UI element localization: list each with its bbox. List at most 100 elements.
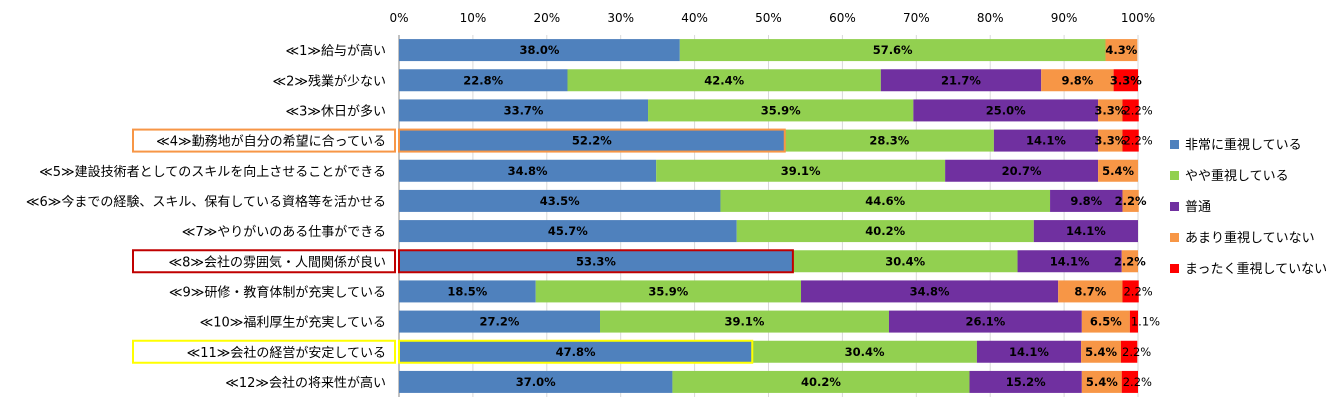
category-label: ≪10≫福利厚生が充実している (200, 315, 386, 331)
legend-swatch (1170, 264, 1179, 273)
data-label: 39.1% (781, 164, 821, 178)
bar-segment (600, 310, 889, 333)
category-label: ≪8≫会社の雰囲気・人間関係が良い (169, 254, 387, 270)
bar-segment (399, 69, 568, 92)
data-label: 37.0% (516, 375, 556, 389)
bar-segment (969, 370, 1082, 393)
data-label: 14.1% (1026, 134, 1066, 148)
bar-segment (1058, 280, 1123, 303)
x-tick-label: 50% (755, 11, 782, 25)
bar-segment (976, 340, 1082, 363)
bar-segment (648, 99, 914, 122)
bar-segment (945, 159, 1099, 182)
data-label: 42.4% (704, 73, 744, 87)
data-label: 18.5% (447, 284, 487, 298)
bar-segment (399, 99, 649, 122)
data-label: 53.3% (576, 254, 616, 268)
legend-label: 普通 (1185, 200, 1211, 215)
data-label: 40.2% (801, 375, 841, 389)
data-label: 14.1% (1050, 254, 1090, 268)
data-label: 35.9% (648, 284, 688, 298)
gridlines (398, 35, 1139, 397)
data-label: 5.4% (1085, 345, 1117, 359)
x-tick-label: 40% (681, 11, 708, 25)
data-label: 15.2% (1006, 375, 1046, 389)
data-label: 5.4% (1102, 164, 1134, 178)
bar-segment (399, 39, 680, 62)
data-label: 8.7% (1074, 284, 1106, 298)
bar-segment (1122, 129, 1139, 152)
data-label: 52.2% (572, 134, 612, 148)
x-tick-label: 10% (460, 11, 487, 25)
highlight-bar-box (398, 339, 754, 364)
bar-segment (1033, 220, 1138, 243)
x-tick-label: 60% (829, 11, 856, 25)
bar-segment (784, 129, 994, 152)
data-label: 30.4% (885, 254, 925, 268)
bar-segment (993, 129, 1099, 152)
bar-segment (672, 370, 970, 393)
data-label: 28.3% (869, 134, 909, 148)
highlight-label-box (132, 339, 396, 364)
bar-segment (1129, 310, 1138, 333)
category-label: ≪1≫給与が高い (286, 43, 387, 59)
category-label: ≪6≫今までの経験、スキル、保有している資格等を活かせる (26, 194, 386, 210)
data-label: 4.3% (1105, 43, 1137, 57)
category-label: ≪11≫会社の経営が安定している (187, 345, 386, 361)
bar-segment (1105, 39, 1138, 62)
highlight-label-box (132, 128, 396, 153)
bar-segment (1081, 340, 1122, 363)
bar-segment (399, 129, 785, 152)
bar-segment (1122, 189, 1139, 212)
bar-segment (1121, 340, 1138, 363)
data-label: 3.3% (1110, 73, 1142, 87)
data-label: 14.1% (1009, 345, 1049, 359)
x-tick-label: 90% (1051, 11, 1078, 25)
category-label: ≪2≫残業が少ない (273, 73, 387, 89)
x-tick-label: 70% (903, 11, 930, 25)
legend-swatch (1170, 140, 1179, 149)
data-label: 20.7% (1002, 164, 1042, 178)
bar-segment (913, 99, 1099, 122)
legend-label: あまり重視していない (1185, 230, 1315, 246)
x-tick-label: 30% (607, 11, 634, 25)
data-label: 2.2% (1123, 134, 1152, 148)
data-label: 45.7% (548, 224, 588, 238)
data-label: 33.7% (504, 103, 544, 117)
data-label: 40.2% (865, 224, 905, 238)
data-label: 2.2% (1122, 345, 1151, 359)
data-label: 2.2% (1123, 103, 1152, 117)
legend-label: やや重視している (1185, 168, 1289, 184)
bar-segment (880, 69, 1042, 92)
bar-segment (736, 220, 1034, 243)
category-label: ≪12≫会社の将来性が高い (225, 375, 386, 391)
data-labels: 38.0% 57.6% 4.3% 22.8% 42.4% 21.7% 9.8% 3.3% 33.… (447, 43, 1160, 389)
data-label: 3.3% (1094, 103, 1126, 117)
bar-segment (399, 310, 601, 333)
data-label: 2.2% (1114, 254, 1146, 268)
data-label: 9.8% (1070, 194, 1102, 208)
bar-segment (399, 189, 721, 212)
category-labels: ≪1≫給与が高い ≪2≫残業が少ない ≪3≫休日が多い ≪4≫勤務地が自分の希望に合っ… (26, 43, 386, 391)
category-label: ≪9≫研修・教育体制が充実している (169, 284, 386, 300)
data-label: 5.4% (1086, 375, 1118, 389)
highlight-bar-box (398, 249, 794, 274)
bar-segment (1098, 99, 1123, 122)
data-label: 21.7% (941, 73, 981, 87)
bar-segment (1017, 250, 1122, 273)
data-label: 2.2% (1123, 284, 1152, 298)
data-label: 57.6% (873, 43, 913, 57)
x-axis-ticks: 0% 10% 20% 30% 40% 50% 60% 70% 80% 90% 100% (389, 11, 1155, 25)
data-label: 1.1% (1131, 315, 1160, 329)
data-label: 34.8% (910, 284, 950, 298)
data-label: 2.2% (1115, 194, 1147, 208)
bar-segment (1050, 189, 1123, 212)
bar-segment (1081, 370, 1122, 393)
data-label: 2.2% (1123, 375, 1152, 389)
bar-segment (720, 189, 1051, 212)
data-label: 43.5% (540, 194, 580, 208)
bar-segment (399, 159, 657, 182)
data-label: 6.5% (1090, 315, 1122, 329)
data-label: 35.9% (761, 103, 801, 117)
